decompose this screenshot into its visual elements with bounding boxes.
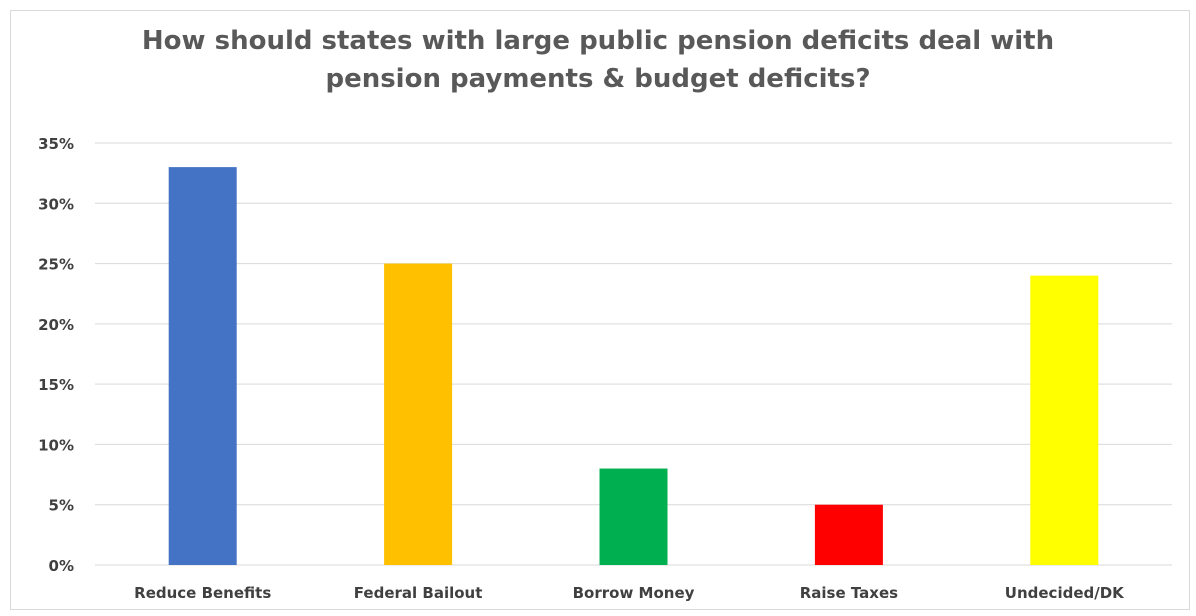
- y-tick-label: 30%: [38, 195, 74, 213]
- x-tick-label: Raise Taxes: [800, 584, 898, 602]
- gridlines: [95, 142, 1172, 566]
- y-tick-label: 10%: [38, 436, 74, 454]
- x-tick-label: Federal Bailout: [354, 584, 483, 602]
- bar-undecided-dk: [1030, 275, 1099, 565]
- x-tick-label: Borrow Money: [573, 584, 695, 602]
- y-tick-label: 20%: [38, 316, 74, 334]
- y-tick-label: 15%: [38, 376, 74, 394]
- x-tick-label: Reduce Benefits: [134, 584, 271, 602]
- chart-title-line-1: How should states with large public pens…: [141, 26, 1055, 56]
- chart-title-line-2: pension payments & budget deficits?: [325, 64, 871, 94]
- x-axis-labels: Reduce Benefits Federal Bailout Borrow Mon…: [134, 584, 1125, 602]
- bars: [168, 167, 1099, 565]
- y-tick-label: 35%: [38, 135, 74, 153]
- x-tick-label: Undecided/DK: [1005, 584, 1125, 602]
- bar-borrow-money: [599, 468, 668, 565]
- bar-federal-bailout: [384, 263, 453, 565]
- y-tick-label: 25%: [38, 256, 74, 274]
- y-tick-label: 0%: [49, 557, 74, 575]
- y-tick-label: 5%: [49, 497, 74, 515]
- y-axis-ticks: 0% 5% 10% 15% 20% 25% 30% 35%: [38, 135, 74, 575]
- bar-raise-taxes: [814, 504, 883, 565]
- bar-reduce-benefits: [168, 167, 237, 565]
- chart-title: How should states with large public pens…: [0, 22, 1196, 98]
